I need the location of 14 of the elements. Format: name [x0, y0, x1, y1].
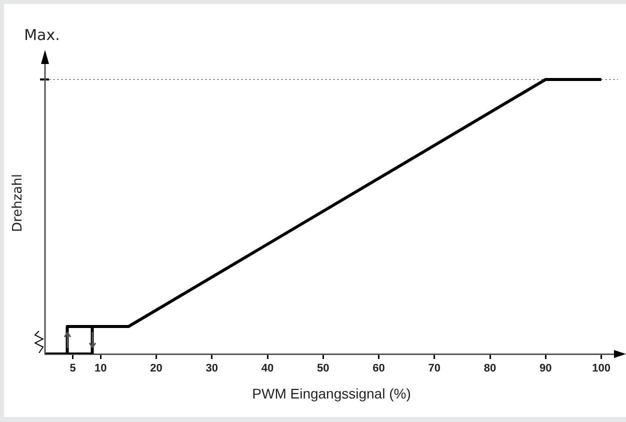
x-tick-label: 90: [540, 362, 552, 375]
x-tick-label: 70: [428, 362, 441, 375]
x-tick-label: 20: [150, 362, 162, 375]
x-tick-label: 30: [206, 362, 218, 375]
x-tick-label: 100: [592, 362, 610, 375]
y-axis-title: Drehzahl: [10, 174, 26, 232]
x-tick-label: 80: [484, 362, 496, 375]
text: Max.: [24, 26, 60, 44]
x-tick-label: 40: [261, 362, 274, 375]
x-tick-label: 5: [70, 362, 76, 375]
x-axis-title: PWM Eingangssignal (%): [252, 385, 411, 402]
x-tick-label: 10: [94, 362, 107, 375]
x-tick-label: 60: [372, 362, 385, 375]
x-tick-label: 50: [317, 362, 330, 375]
